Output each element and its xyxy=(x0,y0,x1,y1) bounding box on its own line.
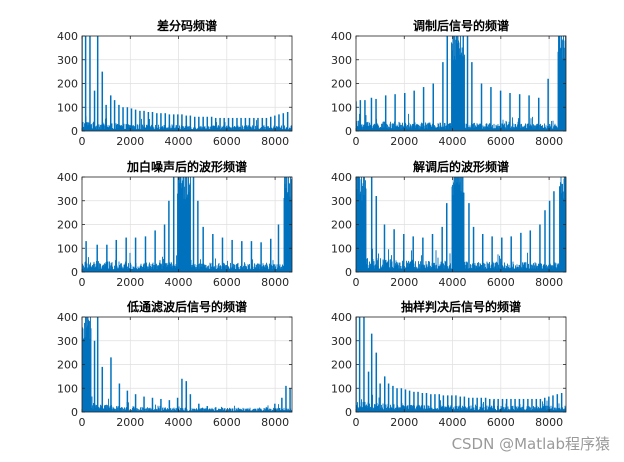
y-tick-label: 0 xyxy=(71,125,78,138)
x-tick-label: 4000 xyxy=(439,276,467,289)
x-tick-label: 8000 xyxy=(261,416,289,429)
x-tick-label: 8000 xyxy=(535,416,563,429)
x-tick-label: 2000 xyxy=(390,135,418,148)
x-tick-label: 6000 xyxy=(487,276,515,289)
y-tick-label: 400 xyxy=(57,311,78,324)
y-tick-label: 300 xyxy=(57,335,78,348)
subplot-title: 解调后的波形频谱 xyxy=(413,159,509,174)
y-tick-label: 100 xyxy=(57,382,78,395)
subplot: 0 2000 4000 6000 8000 0 100 200 300 400 抽样判决后信号的频谱 xyxy=(331,299,567,429)
x-tick-label: 0 xyxy=(79,276,86,289)
y-tick-label: 400 xyxy=(57,30,78,43)
y-tick-label: 0 xyxy=(345,406,352,419)
x-tick-label: 6000 xyxy=(213,416,241,429)
x-tick-label: 2000 xyxy=(116,416,144,429)
subplot-title: 调制后信号的频谱 xyxy=(413,18,509,33)
x-tick-label: 2000 xyxy=(390,416,418,429)
x-tick-label: 2000 xyxy=(390,276,418,289)
y-tick-label: 200 xyxy=(57,219,78,232)
subplot-title: 低通滤波后信号的频谱 xyxy=(126,299,247,314)
x-tick-label: 8000 xyxy=(535,135,563,148)
y-tick-label: 100 xyxy=(331,242,352,255)
x-tick-label: 6000 xyxy=(213,135,241,148)
x-tick-label: 8000 xyxy=(535,276,563,289)
y-tick-label: 200 xyxy=(57,78,78,91)
x-tick-label: 0 xyxy=(353,416,360,429)
x-tick-label: 4000 xyxy=(165,135,193,148)
y-tick-label: 100 xyxy=(331,101,352,114)
subplot: 0 2000 4000 6000 8000 0 100 200 300 400 加白噪声后的波形频谱 xyxy=(57,159,293,289)
y-tick-label: 300 xyxy=(331,335,352,348)
x-tick-label: 2000 xyxy=(116,135,144,148)
y-tick-label: 200 xyxy=(331,219,352,232)
x-tick-label: 0 xyxy=(353,276,360,289)
x-tick-label: 0 xyxy=(79,416,86,429)
x-tick-label: 2000 xyxy=(116,276,144,289)
x-tick-label: 6000 xyxy=(487,135,515,148)
subplot: 0 2000 4000 6000 8000 0 100 200 300 400 低通滤波后信号的频谱 xyxy=(57,299,293,429)
subplot-title: 差分码频谱 xyxy=(156,18,217,33)
y-tick-label: 0 xyxy=(345,266,352,279)
x-tick-label: 4000 xyxy=(165,416,193,429)
y-tick-label: 300 xyxy=(57,195,78,208)
x-tick-label: 0 xyxy=(79,135,86,148)
y-tick-label: 200 xyxy=(331,78,352,91)
y-tick-label: 400 xyxy=(331,311,352,324)
watermark-text: CSDN @Matlab程序猿 xyxy=(451,435,610,453)
x-tick-label: 6000 xyxy=(213,276,241,289)
y-tick-label: 0 xyxy=(71,406,78,419)
y-tick-label: 200 xyxy=(57,359,78,372)
x-tick-label: 0 xyxy=(353,135,360,148)
spectrum-line xyxy=(356,177,566,272)
subplot-title: 抽样判决后信号的频谱 xyxy=(401,299,521,314)
y-tick-label: 400 xyxy=(57,171,78,184)
subplot-title: 加白噪声后的波形频谱 xyxy=(126,159,247,174)
x-tick-label: 4000 xyxy=(165,276,193,289)
y-tick-label: 300 xyxy=(331,195,352,208)
subplot: 0 2000 4000 6000 8000 0 100 200 300 400 调制后信号的频谱 xyxy=(331,18,567,148)
x-tick-label: 8000 xyxy=(261,135,289,148)
subplot: 0 2000 4000 6000 8000 0 100 200 300 400 解调后的波形频谱 xyxy=(331,159,567,289)
y-tick-label: 100 xyxy=(331,382,352,395)
y-tick-label: 100 xyxy=(57,101,78,114)
y-tick-label: 400 xyxy=(331,30,352,43)
y-tick-label: 200 xyxy=(331,359,352,372)
x-tick-label: 4000 xyxy=(439,135,467,148)
y-tick-label: 300 xyxy=(331,54,352,67)
x-tick-label: 8000 xyxy=(261,276,289,289)
x-tick-label: 6000 xyxy=(487,416,515,429)
subplot: 0 2000 4000 6000 8000 0 100 200 300 400 差分码频谱 xyxy=(57,18,293,148)
y-tick-label: 100 xyxy=(57,242,78,255)
y-tick-label: 0 xyxy=(71,266,78,279)
y-tick-label: 0 xyxy=(345,125,352,138)
y-tick-label: 400 xyxy=(331,171,352,184)
x-tick-label: 4000 xyxy=(439,416,467,429)
y-tick-label: 300 xyxy=(57,54,78,67)
